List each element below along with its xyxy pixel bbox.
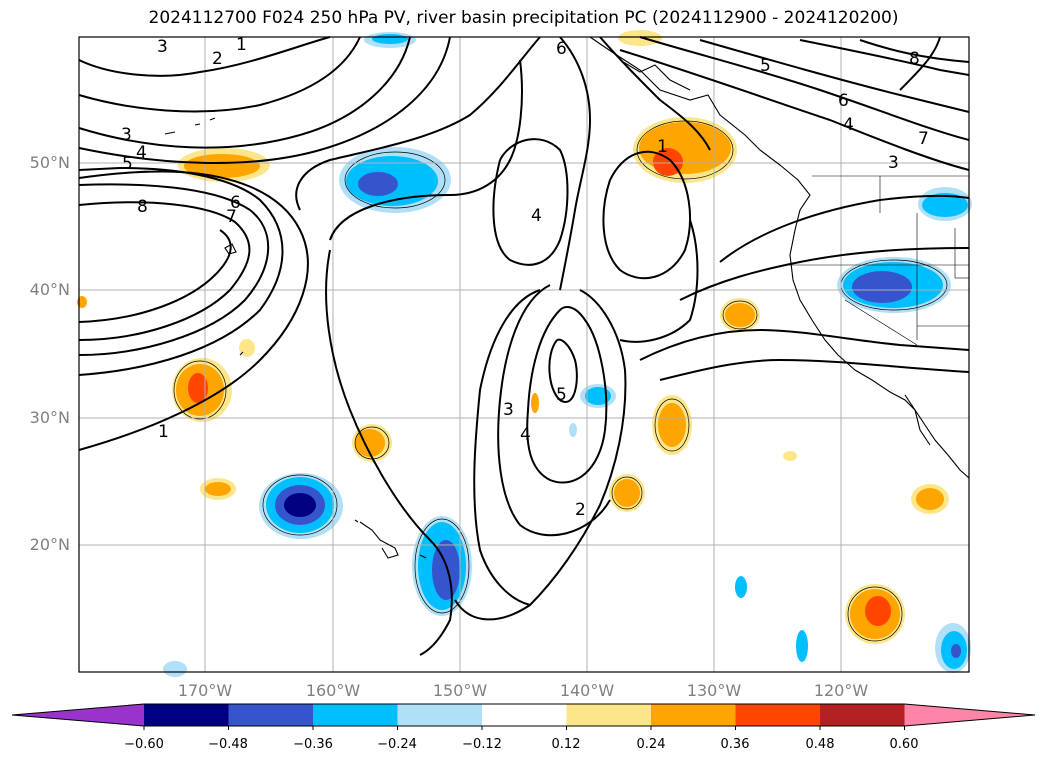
negative-blob	[163, 661, 187, 677]
contour-label: 2	[575, 500, 586, 520]
positive-blob	[658, 403, 686, 447]
positive-blob	[184, 154, 260, 178]
contour-label: 6	[556, 39, 567, 59]
colorbar-segment	[482, 704, 567, 726]
colorbar-tick-label: 0.12	[551, 737, 581, 752]
lon-label: 140°W	[559, 681, 615, 700]
positive-blob	[916, 488, 944, 510]
colorbar-extend-max	[904, 704, 1035, 726]
positive-blob	[188, 373, 208, 403]
colorbar-tick-label: 0.36	[720, 737, 750, 752]
colorbar-tick-label: −0.60	[124, 737, 164, 752]
negative-blob	[284, 493, 316, 517]
contour-label: 4	[843, 115, 854, 135]
contour-label: 8	[137, 197, 148, 217]
contour-label: 5	[556, 385, 567, 405]
blob-outlines	[173, 120, 948, 642]
lat-label: 20°N	[29, 535, 70, 554]
contour-label: 3	[888, 153, 899, 173]
positive-blob	[783, 451, 797, 461]
colorbar-tick-label: −0.24	[377, 737, 417, 752]
contour-label: 2	[212, 49, 223, 69]
positive-blob	[531, 393, 539, 413]
positive-blob	[725, 303, 755, 327]
lon-label: 120°W	[813, 681, 869, 700]
borders	[786, 175, 969, 346]
lon-label: 130°W	[686, 681, 742, 700]
positive-blob	[355, 429, 385, 457]
lon-label: 150°W	[432, 681, 488, 700]
lon-label: 160°W	[305, 681, 361, 700]
lat-label: 50°N	[29, 153, 70, 172]
lon-label: 170°W	[177, 681, 233, 700]
colorbar-segment	[566, 704, 652, 726]
contour-label: 6	[838, 91, 849, 111]
colorbar-segment	[735, 704, 821, 726]
contour-label: 7	[226, 207, 237, 227]
colorbar	[11, 703, 1036, 730]
contour-labels: 1 1 1 2 2 3 3 3 3 4 4 4 4 5 5 5 6 6 6 7 …	[121, 35, 929, 520]
colorbar-segment	[397, 704, 483, 726]
colorbar-tick-label: 0.48	[805, 737, 835, 752]
positive-blob	[205, 482, 231, 496]
lat-label: 40°N	[29, 280, 70, 299]
coastlines	[164, 36, 970, 559]
colorbar-segment	[144, 704, 229, 726]
contour-label: 6	[230, 193, 241, 213]
contour-label: 1	[158, 422, 169, 442]
contour-label: 5	[760, 56, 771, 76]
negative-blob	[358, 172, 398, 196]
figure-title: 2024112700 F024 250 hPa PV, river basin …	[148, 8, 899, 28]
colorbar-tick-label: −0.12	[462, 737, 502, 752]
colorbar-tick-label: −0.36	[293, 737, 333, 752]
negative-blob	[735, 576, 747, 598]
colorbar-tick-label: 0.24	[636, 737, 666, 752]
negative-blob	[569, 423, 577, 437]
colorbar-extend-min	[12, 704, 144, 726]
contour-label: 8	[909, 49, 920, 69]
colorbar-segment	[820, 704, 905, 726]
contour-label: 3	[157, 37, 168, 57]
contour-label: 7	[918, 129, 929, 149]
negative-blob	[922, 193, 968, 217]
colorbar-segment	[313, 704, 398, 726]
negative-blob	[852, 271, 912, 303]
contour-label: 1	[236, 35, 247, 55]
contour-label: 5	[122, 154, 133, 174]
positive-blob	[865, 596, 891, 626]
colorbar-segment	[651, 704, 736, 726]
contour-label: 1	[657, 137, 668, 157]
contour-label: 3	[121, 125, 132, 145]
negative-blob	[585, 387, 611, 405]
colorbar-segment	[228, 704, 314, 726]
map-frame	[78, 36, 970, 673]
lat-label: 30°N	[29, 408, 70, 427]
contour-label: 3	[503, 400, 514, 420]
negative-blob	[951, 644, 961, 658]
pv-contours	[78, 36, 970, 656]
contour-label: 4	[520, 425, 531, 445]
positive-blob	[614, 479, 640, 507]
negative-blob	[796, 630, 808, 662]
colorbar-tick-label: −0.48	[208, 737, 248, 752]
map-panel	[79, 37, 969, 672]
contour-label: 4	[136, 143, 147, 163]
negative-blob	[432, 540, 460, 600]
gridlines	[79, 37, 969, 672]
contour-label: 4	[531, 206, 542, 226]
precipitation-shading	[77, 30, 972, 677]
colorbar-tick-label: 0.60	[889, 737, 919, 752]
negative-blob	[372, 34, 408, 44]
positive-blob	[639, 122, 731, 174]
